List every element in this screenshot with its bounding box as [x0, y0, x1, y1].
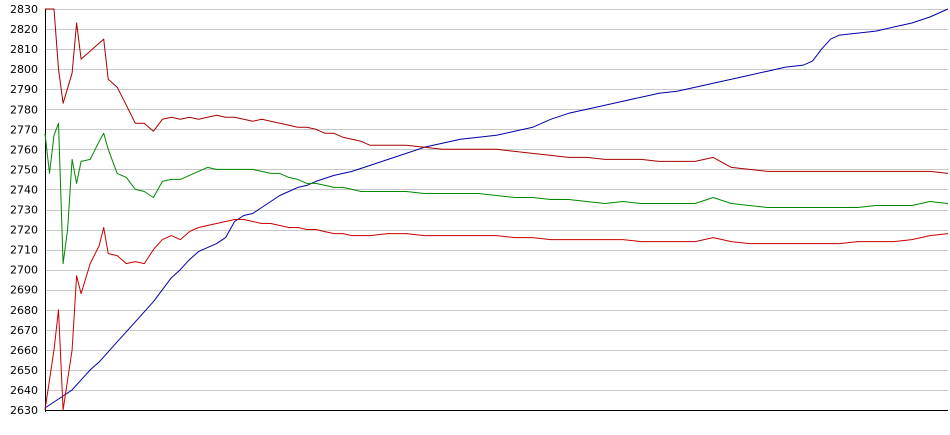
y-tick-label: 2810: [10, 43, 38, 56]
y-tick-label: 2740: [10, 183, 38, 196]
y-tick-label: 2830: [10, 3, 38, 16]
grid-lines: [45, 9, 948, 411]
y-tick-label: 2630: [10, 404, 38, 417]
y-tick-label: 2690: [10, 284, 38, 297]
y-tick-label: 2680: [10, 304, 38, 317]
y-tick-label: 2820: [10, 23, 38, 36]
y-tick-label: 2750: [10, 163, 38, 176]
y-tick-label: 2760: [10, 143, 38, 156]
y-tick-label: 2640: [10, 384, 38, 397]
series-lines: [44, 8, 949, 411]
series-line-3: [44, 122, 949, 265]
series-line-4: [44, 219, 949, 411]
y-tick-label: 2660: [10, 344, 38, 357]
y-tick-label: 2800: [10, 63, 38, 76]
y-tick-label: 2650: [10, 364, 38, 377]
y-tick-label: 2710: [10, 244, 38, 257]
series-line-1: [44, 8, 949, 409]
y-tick-label: 2770: [10, 123, 38, 136]
y-tick-label: 2780: [10, 103, 38, 116]
y-tick-label: 2700: [10, 264, 38, 277]
y-axis-tick-labels: 2630 2640 2650 2660 2670 2680 2690 2700 2710 2720…: [10, 3, 38, 417]
series-line-2: [45, 8, 949, 174]
y-tick-label: 2730: [10, 204, 38, 217]
y-tick-label: 2670: [10, 324, 38, 337]
y-tick-label: 2790: [10, 83, 38, 96]
y-tick-label: 2720: [10, 224, 38, 237]
